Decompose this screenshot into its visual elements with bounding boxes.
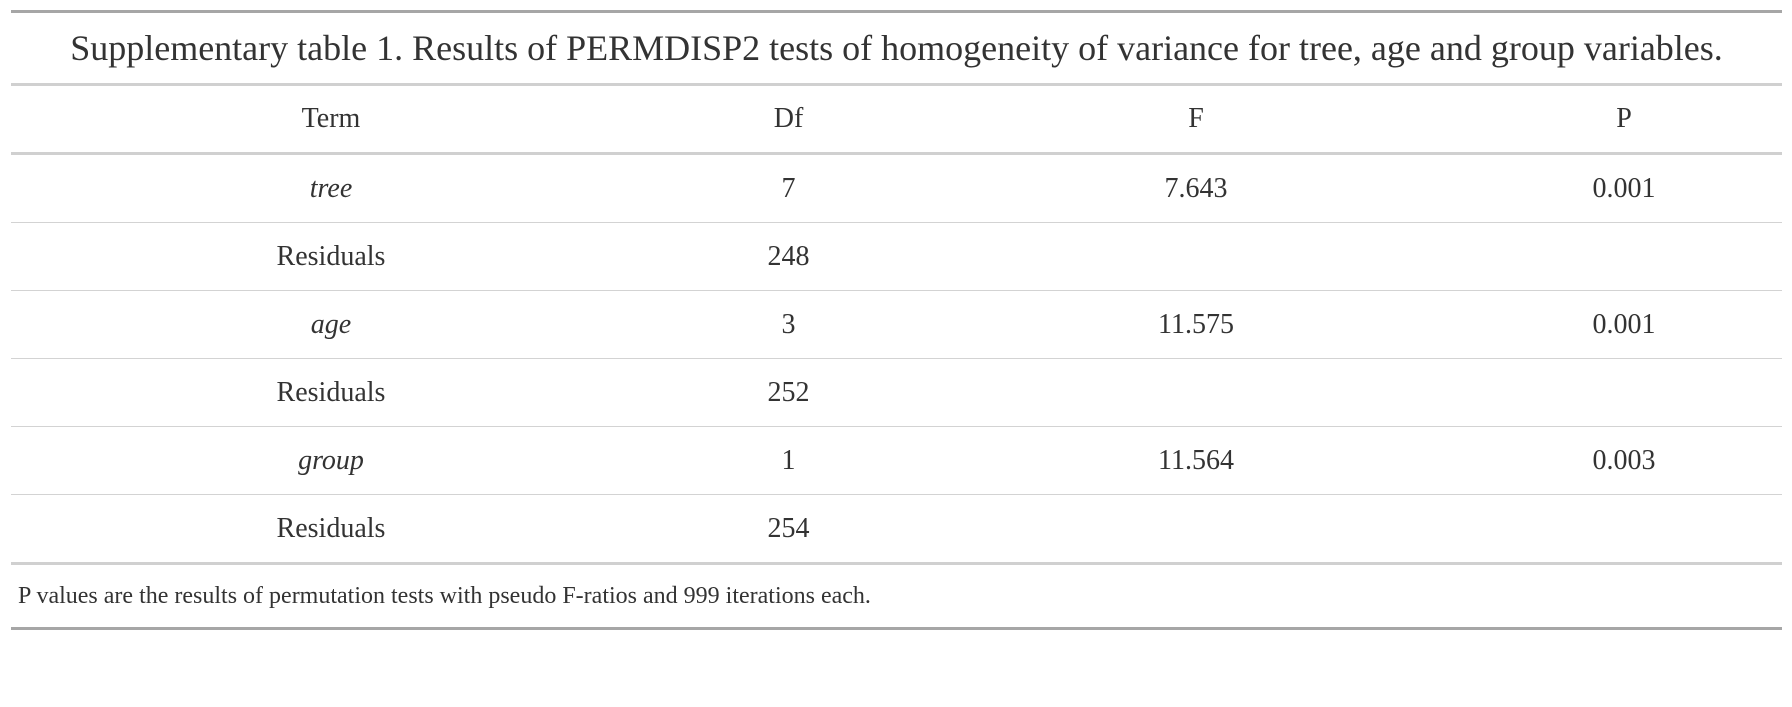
row-divider <box>11 358 1782 359</box>
df-cell: 1 <box>781 444 796 476</box>
table-footnote: P values are the results of permutation … <box>18 583 871 609</box>
body-bottom-rule <box>11 562 1782 565</box>
row-divider <box>11 222 1782 223</box>
header-row: Term Df F P <box>11 86 1782 152</box>
table-row: Residuals 248 <box>11 223 1782 290</box>
df-cell: 248 <box>767 240 810 272</box>
row-divider <box>11 426 1782 427</box>
table-caption: Supplementary table 1. Results of PERMDI… <box>70 28 1723 68</box>
header-f: F <box>1188 103 1204 134</box>
row-divider <box>11 494 1782 495</box>
table-row: age 3 11.575 0.001 <box>11 291 1782 358</box>
results-table: Supplementary table 1. Results of PERMDI… <box>11 10 1782 630</box>
header-term: Term <box>301 103 361 134</box>
f-cell: 7.643 <box>1164 172 1228 204</box>
table-row: Residuals 252 <box>11 359 1782 426</box>
term-cell: Residuals <box>276 376 386 408</box>
p-cell: 0.001 <box>1592 172 1656 204</box>
bottom-rule <box>11 627 1782 630</box>
df-cell: 3 <box>781 308 796 340</box>
term-cell: Residuals <box>276 512 386 544</box>
f-cell: 11.575 <box>1158 308 1234 340</box>
row-divider <box>11 290 1782 291</box>
header-p: P <box>1616 103 1632 134</box>
f-cell: 11.564 <box>1158 444 1234 476</box>
term-cell: age <box>310 308 352 340</box>
term-cell: tree <box>309 172 353 204</box>
term-cell: group <box>298 444 364 476</box>
p-cell: 0.003 <box>1592 444 1656 476</box>
table-row: group 1 11.564 0.003 <box>11 427 1782 494</box>
header-rule <box>11 152 1782 155</box>
caption-rule <box>11 83 1782 86</box>
df-cell: 252 <box>767 376 810 408</box>
header-df: Df <box>773 103 804 134</box>
p-cell: 0.001 <box>1592 308 1656 340</box>
term-cell: Residuals <box>276 240 386 272</box>
df-cell: 7 <box>781 172 796 204</box>
table-row: Residuals 254 <box>11 495 1782 562</box>
top-rule <box>11 10 1782 13</box>
df-cell: 254 <box>767 512 810 544</box>
table-row: tree 7 7.643 0.001 <box>11 155 1782 222</box>
